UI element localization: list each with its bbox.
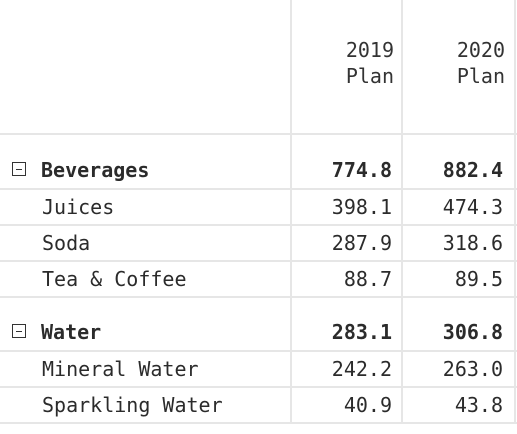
group-label: Water	[41, 320, 102, 344]
row-label: Soda	[42, 231, 91, 255]
value-cell: 263.0	[442, 357, 503, 381]
table-row[interactable]: Tea & Coffee 88.7 89.5	[0, 262, 517, 298]
column-header-2019-plan[interactable]: 2019 Plan	[292, 37, 394, 89]
table-row[interactable]: Sparkling Water 40.9 43.8	[0, 388, 517, 424]
value-cell: 242.2	[331, 357, 392, 381]
row-label: Tea & Coffee	[42, 267, 187, 291]
value-cell: 283.1	[331, 320, 392, 344]
column-divider	[514, 0, 516, 424]
header-divider	[0, 133, 517, 135]
column-header-year: 2019	[345, 38, 394, 62]
column-header-year: 2020	[456, 38, 505, 62]
collapse-toggle-icon[interactable]	[12, 324, 26, 338]
column-header-measure: Plan	[456, 64, 505, 88]
value-cell: 474.3	[442, 195, 503, 219]
row-label: Mineral Water	[42, 357, 199, 381]
collapse-toggle-icon[interactable]	[12, 162, 26, 176]
table-row[interactable]: Mineral Water 242.2 263.0	[0, 352, 517, 388]
column-divider	[401, 0, 403, 424]
row-label: Sparkling Water	[42, 393, 223, 417]
value-cell: 318.6	[442, 231, 503, 255]
value-cell: 882.4	[442, 158, 503, 182]
group-row-beverages[interactable]: Beverages 774.8 882.4	[0, 152, 517, 190]
value-cell: 306.8	[442, 320, 503, 344]
value-cell: 398.1	[331, 195, 392, 219]
value-cell: 287.9	[331, 231, 392, 255]
value-cell: 774.8	[331, 158, 392, 182]
row-label: Juices	[42, 195, 115, 219]
table-row[interactable]: Soda 287.9 318.6	[0, 226, 517, 262]
value-cell: 40.9	[343, 393, 392, 417]
column-divider	[290, 0, 292, 424]
column-header-2020-plan[interactable]: 2020 Plan	[403, 37, 505, 89]
group-divider	[0, 296, 517, 298]
value-cell: 89.5	[454, 267, 503, 291]
value-cell: 43.8	[454, 393, 503, 417]
value-cell: 88.7	[343, 267, 392, 291]
column-header-measure: Plan	[345, 64, 394, 88]
group-label: Beverages	[41, 158, 150, 182]
group-row-water[interactable]: Water 283.1 306.8	[0, 314, 517, 352]
table-row[interactable]: Juices 398.1 474.3	[0, 190, 517, 226]
